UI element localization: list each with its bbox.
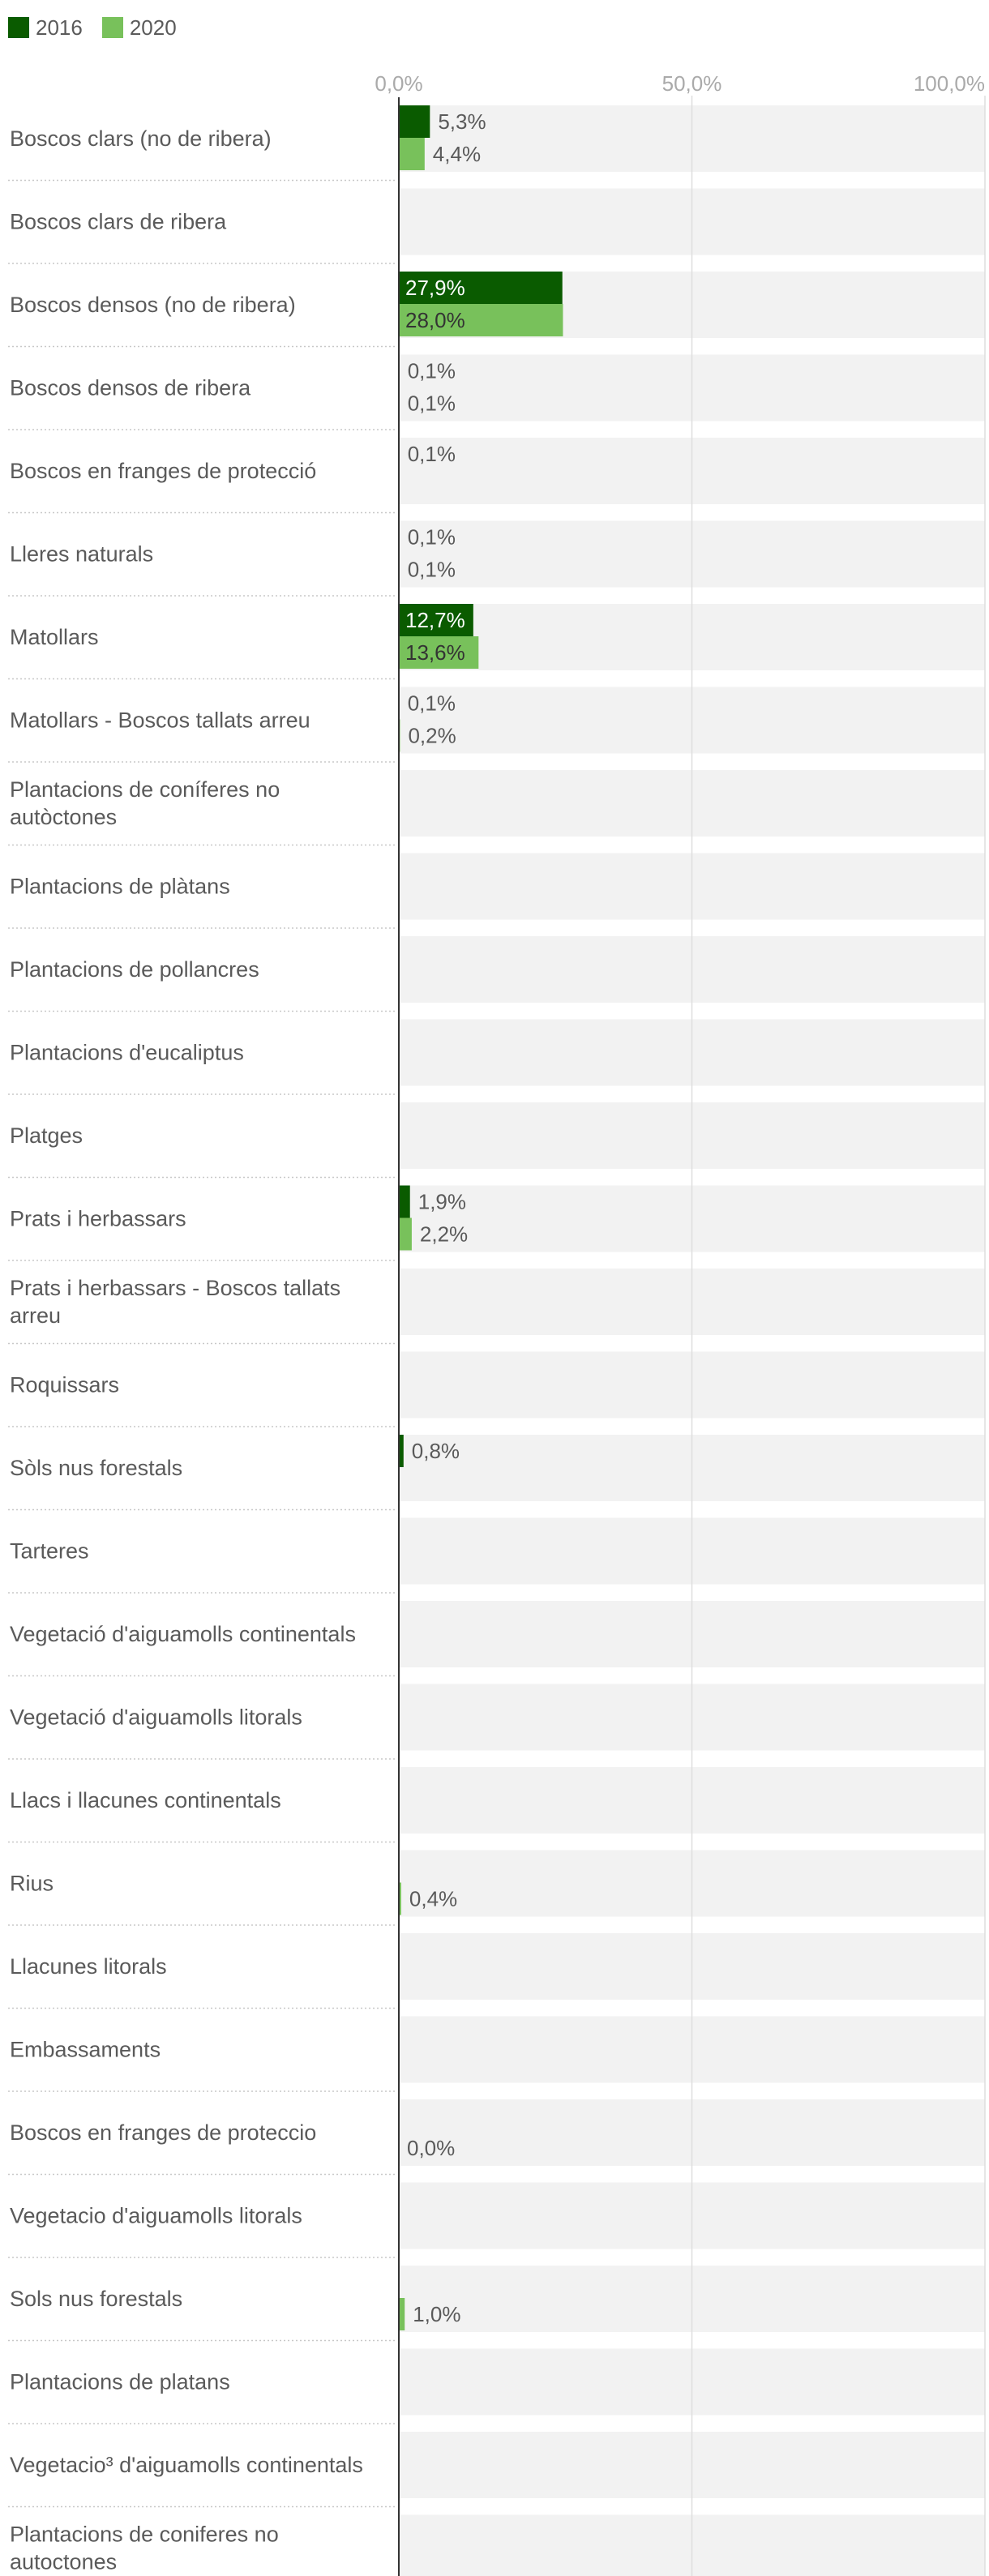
- bar-2020: [399, 138, 425, 170]
- bar-2020: [399, 2298, 405, 2330]
- category-label: Boscos densos (no de ribera): [10, 293, 296, 317]
- bar-2020: [399, 1217, 412, 1251]
- value-label-2020: 0,4%: [409, 1887, 457, 1911]
- value-label-2016: 12,7%: [405, 608, 465, 632]
- category-label: Prats i herbassars - Boscos tallats arreu: [10, 1276, 340, 1328]
- value-label-2016: 0,1%: [408, 525, 456, 550]
- category-label: Vegetacio³ d'aiguamolls continentals: [10, 2453, 363, 2477]
- category-label: Matollars - Boscos tallats arreu: [10, 708, 310, 733]
- bar-2020: [399, 304, 563, 336]
- value-label-2020: 2,2%: [420, 1222, 468, 1247]
- bar-2016: [399, 105, 430, 138]
- bar-2020: [399, 1882, 401, 1915]
- category-label: Embassaments: [10, 2038, 161, 2062]
- bar-2016: [399, 1185, 410, 1218]
- category-label: Rius: [10, 1872, 54, 1896]
- legend-label-2020: 2020: [129, 15, 177, 40]
- category-label: Boscos clars de ribera: [10, 210, 227, 234]
- value-label-2020: 0,1%: [408, 392, 456, 416]
- value-label-2016: 27,9%: [405, 276, 465, 300]
- bar-2016: [399, 272, 563, 304]
- x-tick-label: 50,0%: [662, 71, 722, 96]
- category-label: Sols nus forestals: [10, 2287, 182, 2311]
- category-label: Platges: [10, 1123, 83, 1148]
- category-label: Matollars: [10, 625, 99, 649]
- bar-2016: [399, 1435, 404, 1467]
- category-label: Plantacions de platans: [10, 2370, 230, 2394]
- value-label-2016: 0,1%: [408, 359, 456, 383]
- bar-2016: [399, 604, 473, 636]
- value-label-2020: 0,2%: [408, 724, 456, 748]
- legend-swatch-2016: [8, 17, 29, 38]
- category-label: Plantacions de plàtans: [10, 875, 230, 899]
- bar-2020: [399, 636, 479, 669]
- category-label: Sòls nus forestals: [10, 1456, 182, 1480]
- category-label: Llacs i llacunes continentals: [10, 1788, 281, 1812]
- x-tick-label: 0,0%: [375, 71, 422, 96]
- category-label: Prats i herbassars: [10, 1207, 186, 1231]
- category-label: Vegetació d'aiguamolls continentals: [10, 1622, 356, 1646]
- category-label: Plantacions d'eucaliptus: [10, 1041, 244, 1065]
- category-label: Vegetacio d'aiguamolls litorals: [10, 2204, 302, 2228]
- category-label: Boscos en franges de proteccio: [10, 2120, 316, 2145]
- category-label: Plantacions de coniferes no autoctones: [10, 2523, 279, 2574]
- value-label-2016: 0,8%: [412, 1439, 460, 1463]
- value-label-2016: 1,9%: [418, 1190, 466, 1214]
- category-label: Vegetació d'aiguamolls litorals: [10, 1705, 302, 1730]
- category-label: Tarteres: [10, 1539, 89, 1564]
- category-label: Plantacions de pollancres: [10, 957, 259, 982]
- value-label-2020: 1,0%: [413, 2302, 460, 2326]
- value-label-2020: 13,6%: [405, 640, 465, 665]
- legend: 2016 2020: [8, 13, 177, 42]
- category-label: Boscos densos de ribera: [10, 376, 251, 400]
- category-label: Lleres naturals: [10, 542, 153, 567]
- category-label: Roquissars: [10, 1373, 119, 1397]
- value-label-2016: 0,1%: [408, 691, 456, 716]
- legend-swatch-2020: [101, 17, 123, 38]
- value-label-2020: 0,1%: [408, 558, 456, 582]
- value-label-2020: 4,4%: [433, 142, 481, 166]
- value-label-2020: 28,0%: [405, 308, 465, 332]
- value-label-2020: 0,0%: [407, 2136, 455, 2160]
- value-label-2016: 0,1%: [408, 442, 456, 466]
- x-tick-label: 100,0%: [914, 71, 985, 96]
- category-label: Boscos clars (no de ribera): [10, 126, 272, 151]
- category-label: Plantacions de coníferes no autòctones: [10, 777, 280, 829]
- category-label: Boscos en franges de protecció: [10, 459, 316, 483]
- legend-label-2016: 2016: [36, 15, 83, 40]
- value-label-2016: 5,3%: [438, 109, 486, 134]
- legend-item-2020: 2020: [101, 15, 177, 41]
- category-label: Llacunes litorals: [10, 1954, 167, 1979]
- legend-item-2016: 2016: [8, 15, 83, 41]
